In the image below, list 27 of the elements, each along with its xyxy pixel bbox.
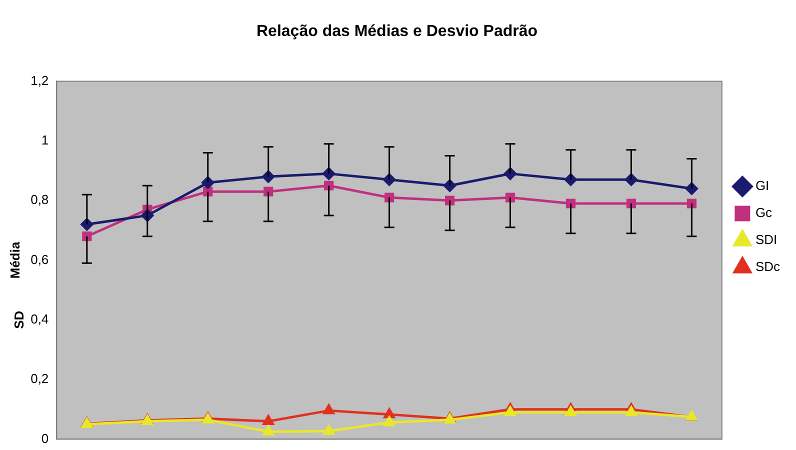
- legend-label: SDI: [755, 232, 778, 248]
- text: SD: [12, 310, 27, 329]
- point: [565, 406, 576, 416]
- y-tick-label: 0: [41, 430, 49, 446]
- point: [626, 406, 637, 416]
- point: [384, 416, 395, 426]
- point: [262, 425, 274, 436]
- y-axis-title: Média: [7, 241, 22, 279]
- y-tick-label: 1,2: [30, 72, 49, 88]
- y-tick-label: 0,4: [30, 311, 49, 326]
- y-tick-label: 1: [41, 132, 49, 148]
- point: [323, 404, 334, 414]
- point: [323, 424, 334, 435]
- y-tick-label: 0,8: [30, 192, 49, 208]
- point: [202, 414, 214, 424]
- point: [82, 232, 92, 242]
- y-tick-label: 0,2: [30, 371, 49, 386]
- point: [142, 415, 153, 426]
- chart-title: Relação das Médias e Desvio Padrão: [256, 23, 538, 40]
- legend-label: GI: [755, 178, 770, 194]
- point: [384, 408, 395, 418]
- point: [262, 415, 274, 426]
- legend-label: SDc: [755, 259, 780, 274]
- point: [444, 414, 456, 424]
- point: [504, 406, 516, 416]
- legend-label: Gc: [755, 205, 773, 220]
- y-tick-label: 0,6: [30, 252, 49, 267]
